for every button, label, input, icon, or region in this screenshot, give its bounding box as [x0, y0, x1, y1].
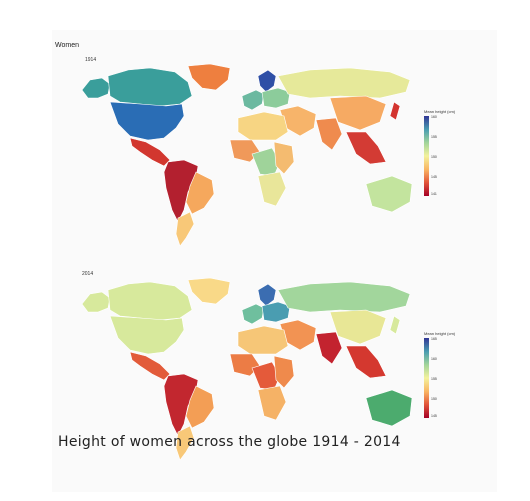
legend-tick: 145: [431, 175, 437, 179]
region-alaska-2014: [81, 291, 111, 313]
region-europe-central-2014: [261, 301, 291, 323]
region-central-africa-1914: [251, 147, 281, 177]
region-russia-1914: [277, 67, 411, 99]
legend-title-1914: Mean height (cm): [424, 109, 456, 114]
region-east-africa-1914: [273, 141, 295, 175]
legend-tick: 165: [431, 337, 437, 341]
region-central-america-1914: [129, 137, 171, 167]
figure-title: Women: [55, 42, 79, 49]
legend-tick: 160: [431, 357, 437, 361]
region-south-asia-2014: [315, 331, 343, 365]
region-east-africa-2014: [273, 355, 295, 389]
region-south-america-south-2014: [175, 425, 195, 461]
region-north-africa-1914: [237, 111, 289, 141]
legend-tick: 150: [431, 155, 437, 159]
region-australia-2014: [365, 389, 413, 427]
legend-title-2014: Mean height (cm): [424, 331, 456, 336]
region-southern-africa-2014: [257, 385, 287, 421]
legend-tick: 160: [431, 115, 437, 119]
region-south-america-south-1914: [175, 211, 195, 247]
region-alaska-1914: [81, 77, 111, 99]
legend-tick: 141: [431, 192, 437, 196]
region-china-1914: [329, 95, 387, 131]
region-greenland-2014: [187, 277, 231, 305]
figure-caption: Height of women across the globe 1914 - …: [58, 434, 401, 450]
region-south-america-east-1914: [185, 171, 215, 215]
region-russia-2014: [277, 281, 411, 313]
map-year-label-2014: 2014: [82, 271, 94, 277]
region-japan-2014: [389, 315, 401, 335]
region-south-america-north-2014: [163, 373, 199, 437]
region-south-america-north-1914: [163, 159, 199, 223]
map-year-label-1914: 1914: [85, 57, 97, 63]
region-north-america-1914: [109, 101, 185, 141]
region-australia-1914: [365, 175, 413, 213]
legend-colorbar-2014: [424, 338, 429, 418]
legend-colorbar-1914: [424, 116, 429, 196]
region-central-africa-2014: [251, 361, 281, 391]
region-europe-west-1914: [241, 89, 265, 111]
region-north-africa-2014: [237, 325, 289, 355]
region-southeast-asia-2014: [345, 345, 387, 379]
region-europe-north-1914: [257, 69, 277, 93]
region-japan-1914: [389, 101, 401, 121]
region-central-america-2014: [129, 351, 171, 381]
region-europe-north-2014: [257, 283, 277, 307]
region-south-america-east-2014: [185, 385, 215, 429]
legend-tick: 155: [431, 377, 437, 381]
region-canada-1914: [107, 67, 193, 107]
region-europe-west-2014: [241, 303, 265, 325]
legend-tick: 150: [431, 397, 437, 401]
region-greenland-1914: [187, 63, 231, 91]
region-canada-2014: [107, 281, 193, 321]
region-europe-central-1914: [261, 87, 291, 109]
legend-tick: 145: [431, 414, 437, 418]
region-southeast-asia-1914: [345, 131, 387, 165]
region-north-america-2014: [109, 315, 185, 355]
region-southern-africa-1914: [257, 171, 287, 207]
world-map-2014: [81, 277, 413, 461]
legend-tick: 155: [431, 135, 437, 139]
region-china-2014: [329, 309, 387, 345]
world-map-1914: [81, 63, 413, 247]
region-south-asia-1914: [315, 117, 343, 151]
